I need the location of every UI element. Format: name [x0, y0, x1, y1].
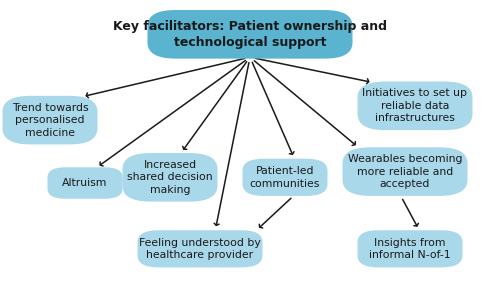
FancyBboxPatch shape [2, 96, 98, 144]
FancyBboxPatch shape [342, 147, 468, 196]
Text: Wearables becoming
more reliable and
accepted: Wearables becoming more reliable and acc… [348, 154, 462, 189]
FancyBboxPatch shape [122, 153, 218, 202]
Text: Feeling understood by
healthcare provider: Feeling understood by healthcare provide… [139, 238, 261, 260]
FancyBboxPatch shape [148, 10, 352, 59]
Text: Altruism: Altruism [62, 178, 108, 188]
Text: Initiatives to set up
reliable data
infrastructures: Initiatives to set up reliable data infr… [362, 88, 468, 123]
Text: Increased
shared decision
making: Increased shared decision making [127, 160, 213, 195]
Text: Insights from
informal N-of-1: Insights from informal N-of-1 [369, 238, 451, 260]
FancyBboxPatch shape [358, 230, 463, 267]
FancyBboxPatch shape [48, 167, 122, 199]
Text: Patient-led
communities: Patient-led communities [250, 166, 320, 188]
Text: Trend towards
personalised
medicine: Trend towards personalised medicine [12, 103, 88, 138]
FancyBboxPatch shape [242, 159, 328, 196]
FancyBboxPatch shape [358, 82, 472, 130]
Text: Key facilitators: Patient ownership and
technological support: Key facilitators: Patient ownership and … [113, 20, 387, 49]
FancyBboxPatch shape [138, 230, 262, 267]
